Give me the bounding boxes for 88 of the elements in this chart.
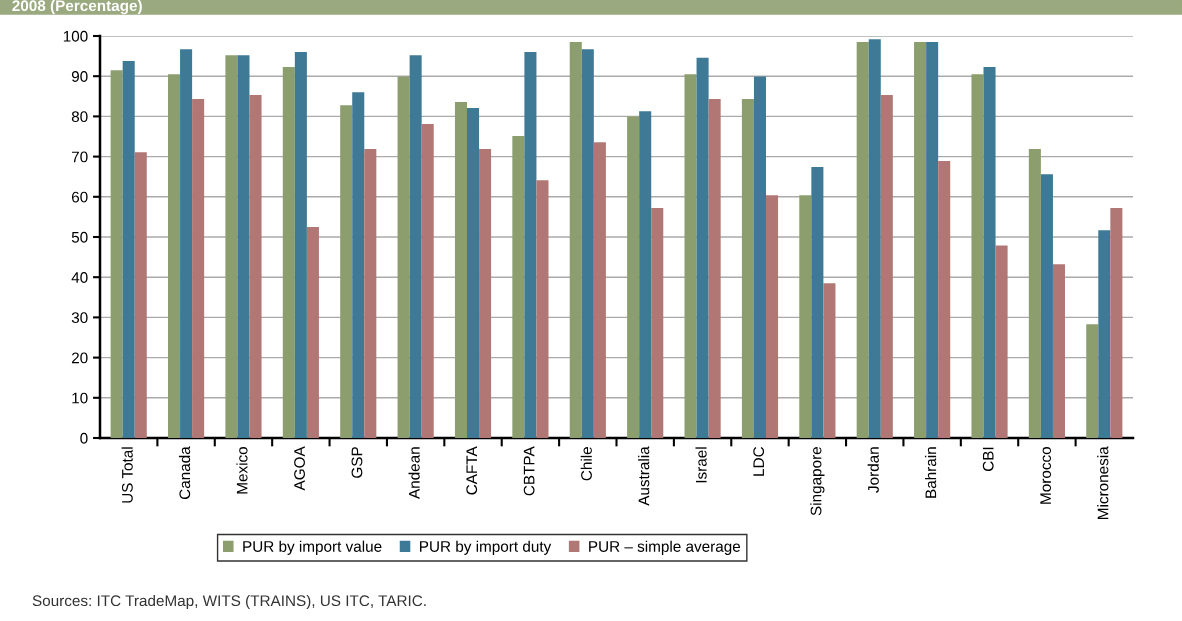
bar [397, 76, 410, 438]
bar [134, 152, 147, 438]
bar [352, 92, 365, 438]
bar [1040, 174, 1053, 438]
x-tick-label: GSP [351, 447, 363, 478]
x-tick-label: Chile [580, 447, 592, 481]
x-tick-label: CBTPA [523, 446, 535, 496]
bar [168, 74, 181, 438]
bar [581, 49, 594, 438]
bar [294, 52, 307, 438]
bar [454, 101, 467, 438]
x-tick-label: Canada [178, 446, 191, 500]
y-tick-label: 50 [71, 231, 88, 243]
x-tick-label: Andean [408, 447, 420, 499]
bar [766, 195, 779, 438]
x-tick-label: CAFTA [466, 446, 478, 495]
bar [512, 136, 525, 438]
bar [696, 57, 709, 438]
x-tick-label: Micronesia [1097, 446, 1109, 519]
bar [467, 107, 480, 438]
legend-label: PUR by import value [243, 540, 382, 555]
bar [340, 105, 353, 438]
bar [569, 42, 582, 438]
x-tick-label: Morocco [1040, 446, 1052, 504]
bar [1086, 324, 1099, 438]
x-tick-label: Mexico [236, 446, 248, 494]
bar [421, 124, 434, 438]
bar [122, 60, 135, 438]
y-tick-label: 80 [71, 111, 88, 123]
bar [409, 55, 422, 438]
y-tick-label: 100 [63, 30, 88, 42]
y-tick-label: 0 [80, 432, 88, 444]
bar [639, 111, 652, 438]
bar [306, 226, 319, 438]
x-tick-label: Jordan [867, 447, 879, 493]
bar [811, 167, 824, 438]
bar [180, 49, 193, 438]
y-tick-label: 30 [71, 312, 88, 324]
bar [225, 55, 238, 438]
bar [627, 116, 640, 438]
x-tick-label: Israel [695, 447, 707, 483]
bar [249, 95, 262, 438]
bar [651, 208, 664, 438]
x-tick-label: LDC [753, 446, 765, 476]
bar [1098, 230, 1111, 438]
bar [914, 42, 927, 438]
y-tick-label: 10 [72, 392, 88, 404]
x-tick-label: Australia [638, 446, 650, 506]
bar [237, 55, 250, 438]
x-tick-label: US Total [121, 447, 133, 503]
x-tick-label: AGOA [294, 446, 305, 491]
legend-label: PUR by import duty [420, 540, 552, 555]
source-note: Sources: ITC TradeMap, WITS (TRAINS), US ITC, TARIC. [32, 594, 426, 610]
bar [741, 99, 754, 438]
bar [1110, 208, 1123, 438]
bar [1028, 148, 1041, 438]
x-tick-label: Singapore [810, 447, 825, 516]
bar [1052, 264, 1065, 438]
bar [192, 99, 205, 438]
y-tick-label: 20 [71, 352, 88, 364]
y-tick-label: 60 [71, 191, 88, 203]
bar [926, 42, 939, 438]
bar [880, 95, 893, 438]
bar [971, 74, 984, 438]
bar [938, 161, 951, 438]
bar [684, 74, 697, 438]
y-tick-label: 70 [71, 151, 88, 163]
bar [110, 70, 123, 438]
bar [856, 42, 869, 438]
x-tick-label: CBI [982, 447, 994, 472]
y-tick-label: 90 [71, 71, 88, 82]
bar [995, 245, 1008, 438]
bar [593, 142, 606, 438]
bar [282, 66, 295, 438]
bar [799, 195, 812, 438]
x-tick-label: Bahrain [925, 447, 937, 498]
bar [364, 148, 377, 438]
bar [868, 39, 881, 438]
legend-label: PUR – simple average [589, 540, 741, 555]
bar [524, 52, 537, 438]
bar [983, 66, 996, 438]
bar [479, 148, 492, 438]
bar [823, 283, 836, 438]
bar [536, 180, 549, 438]
bar [753, 76, 766, 438]
y-tick-label: 40 [71, 272, 88, 283]
chart-title: 2008 (Percentage) [12, 0, 142, 15]
bar [708, 99, 721, 438]
